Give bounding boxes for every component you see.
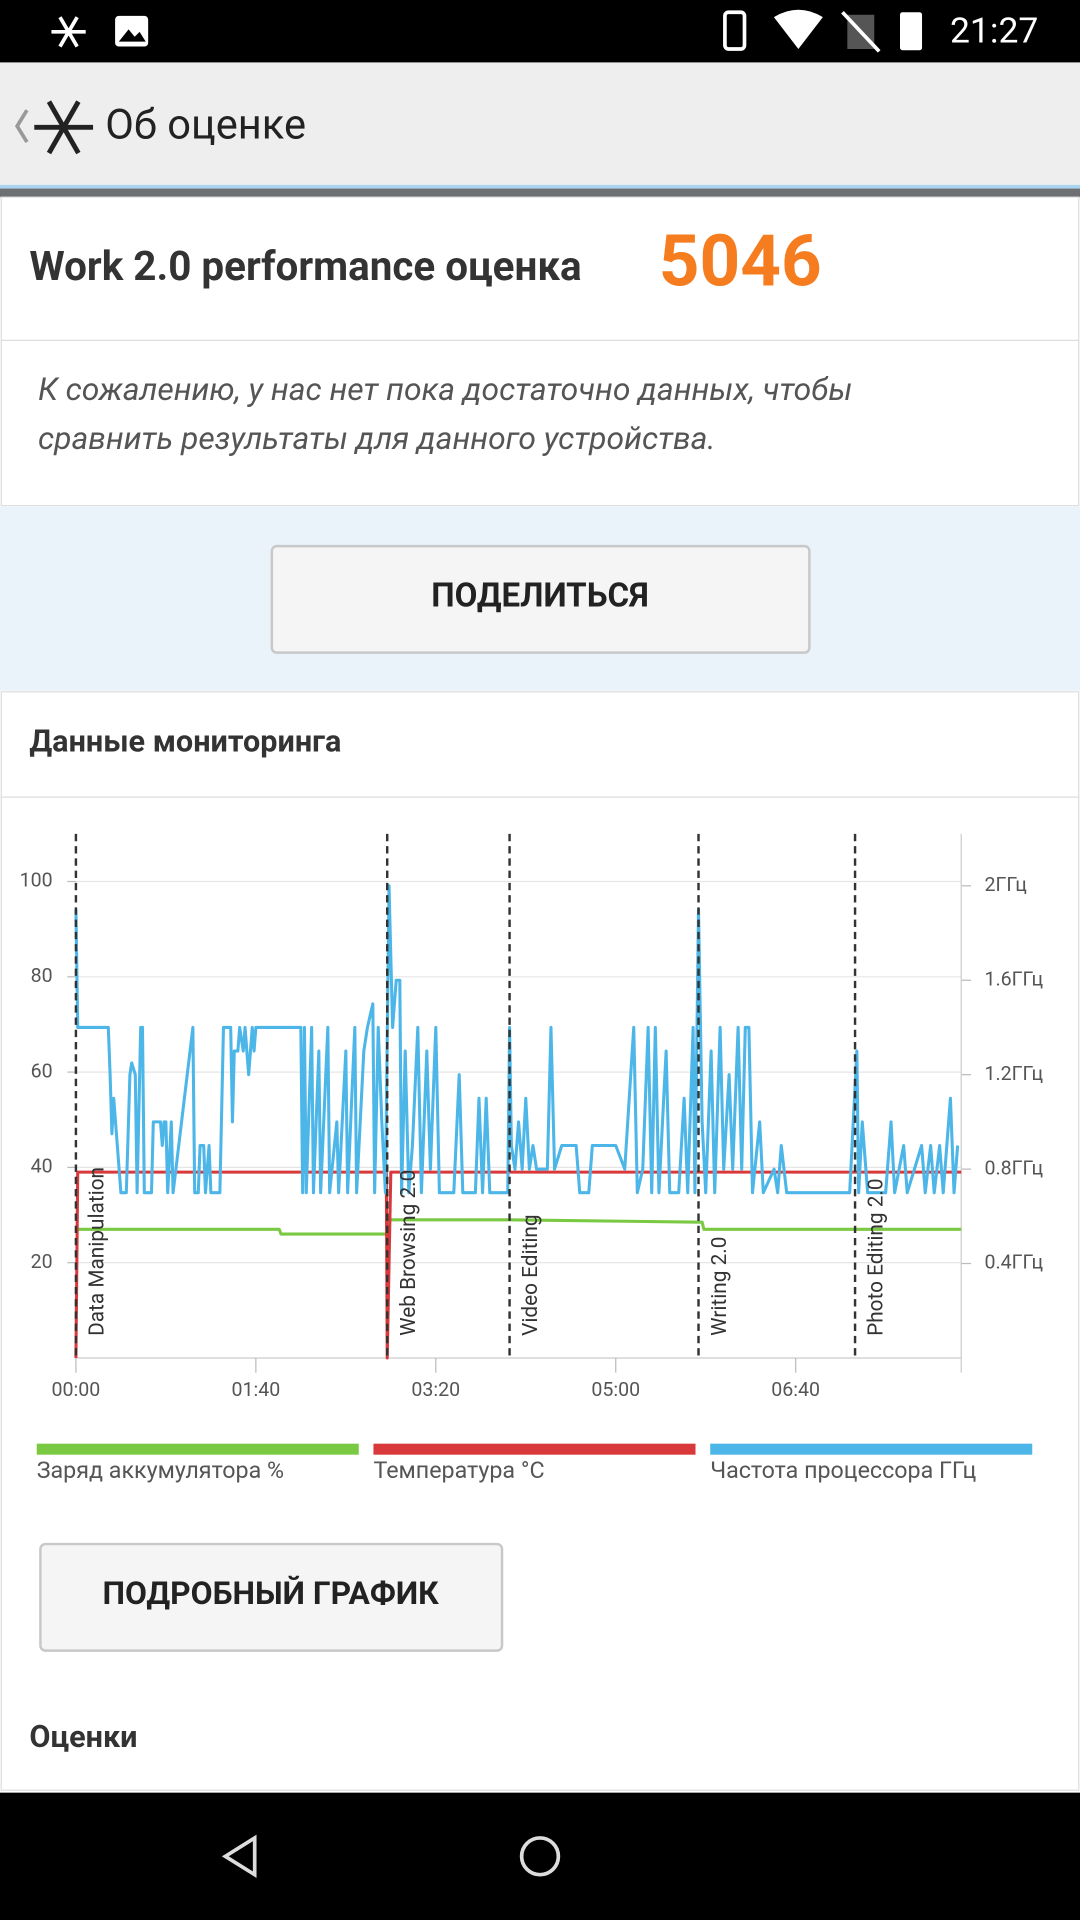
phase-label: Video Editing xyxy=(519,1214,543,1336)
snowflake-icon xyxy=(51,16,86,48)
legend-label: Заряд аккумулятора % xyxy=(37,1456,284,1484)
y-tick-label: 20 xyxy=(31,1250,53,1273)
x-tick-label: 05:00 xyxy=(591,1378,640,1401)
share-button-label[interactable]: ПОДЕЛИТЬСЯ xyxy=(431,576,648,615)
ratings-title: Оценки xyxy=(29,1720,137,1755)
app-bar-accent xyxy=(0,184,1080,189)
y-tick-label: 40 xyxy=(31,1155,53,1178)
clock: 21:27 xyxy=(950,9,1038,51)
legend-label: Температура °C xyxy=(373,1456,544,1484)
x-tick-label: 03:20 xyxy=(411,1378,460,1401)
share-button[interactable] xyxy=(270,544,811,654)
score-label: Work 2.0 performance оценка xyxy=(29,243,581,290)
phase-label: Web Browsing 2.0 xyxy=(397,1170,421,1336)
y-tick-label: 60 xyxy=(31,1059,53,1082)
message-line: сравнить результаты для данного устройст… xyxy=(38,419,716,457)
legend-swatch xyxy=(36,1443,359,1455)
legend-label: Частота процессора ГГц xyxy=(710,1456,976,1484)
y2-tick-label: 0.4ГГц xyxy=(984,1251,1043,1274)
app-icon xyxy=(34,100,94,155)
phase-label: Writing 2.0 xyxy=(708,1237,732,1336)
x-tick-label: 01:40 xyxy=(231,1378,280,1401)
y2-tick-label: 1.6ГГц xyxy=(984,967,1043,990)
score-card xyxy=(0,196,1080,507)
back-arrow[interactable] xyxy=(14,109,29,144)
detail-button-label[interactable]: ПОДРОБНЫЙ ГРАФИК xyxy=(102,1574,439,1612)
chart: 20 40 60 80 100 0.4ГГц 0.8ГГц 1.2ГГц 1.6ГГц 2ГГц 0… xyxy=(20,833,1043,1484)
page-title: Об оценке xyxy=(105,100,306,149)
battery-icon xyxy=(900,12,923,51)
phase-label: Photo Editing 2.0 xyxy=(865,1178,889,1336)
score-value: 5046 xyxy=(659,221,822,304)
y2-tick-label: 0.8ГГц xyxy=(984,1156,1043,1179)
app-bar-shadow xyxy=(0,188,1080,198)
image-icon xyxy=(115,15,149,47)
y-tick-label: 80 xyxy=(31,964,53,987)
y-tick-label: 100 xyxy=(20,869,53,892)
nav-home[interactable] xyxy=(519,1836,561,1877)
sim-off xyxy=(841,10,881,53)
message-line: К сожалению, у нас нет пока достаточно д… xyxy=(38,370,853,408)
y2-tick-label: 2ГГц xyxy=(984,873,1027,896)
series-line xyxy=(74,884,960,1195)
app-bar xyxy=(0,62,1080,187)
y2-tick-label: 1.2ГГц xyxy=(984,1062,1043,1085)
section-title: Данные мониторинга xyxy=(29,724,341,759)
nav-bar xyxy=(0,1792,1080,1920)
phase-label: Data Manipulation xyxy=(85,1167,109,1336)
legend-swatch xyxy=(710,1443,1033,1455)
legend-swatch xyxy=(373,1443,696,1455)
nav-back[interactable] xyxy=(221,1834,257,1879)
wifi-icon xyxy=(773,9,823,49)
detail-button[interactable] xyxy=(39,1542,504,1652)
x-tick-label: 00:00 xyxy=(52,1378,101,1401)
x-tick-label: 06:40 xyxy=(771,1378,820,1401)
vibrate-icon xyxy=(723,10,747,51)
